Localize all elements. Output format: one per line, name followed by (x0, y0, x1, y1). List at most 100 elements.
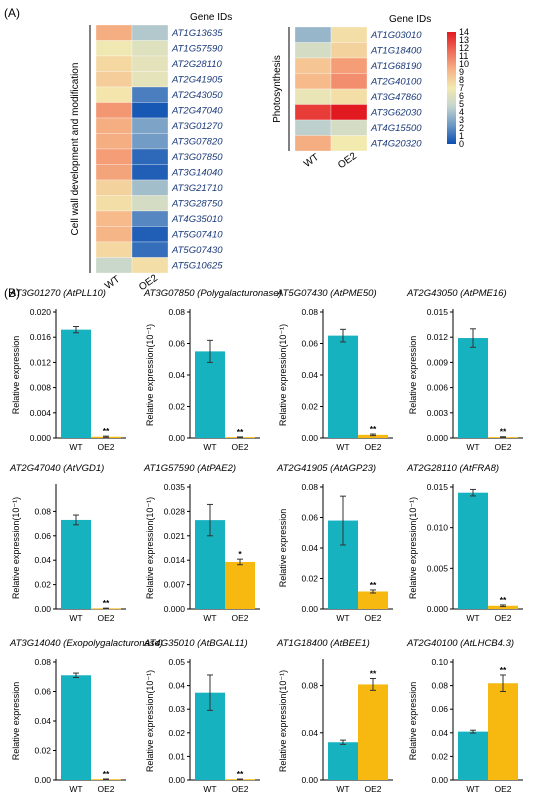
heatmap-cell (95, 241, 133, 258)
y-tick-label: 0.005 (427, 563, 449, 573)
heatmap-cell (131, 195, 169, 212)
heatmap-cell (95, 179, 133, 196)
significance-marker: ** (237, 769, 244, 779)
y-tick-label: 0.015 (427, 307, 449, 317)
x-tick-label: OE2 (494, 613, 511, 623)
bar-wt (61, 675, 91, 780)
heatmap-cell (330, 88, 368, 105)
y-axis-label: Relative expression(10⁻¹) (145, 497, 155, 599)
heatmap-cell (95, 71, 133, 88)
heatmap-column-label: OE2 (336, 150, 359, 171)
y-tick-label: 0.06 (301, 513, 318, 523)
significance-marker: ** (370, 424, 377, 434)
bar-chart-11: AT1G18400 (AtBEE1) 0.00 0.04 0.08 Relative e… (276, 638, 393, 794)
heatmap-cell (131, 86, 169, 103)
chart-title: AT4G35010 (AtBGAL11) (143, 638, 248, 649)
gene-id-label: AT5G07430 (171, 245, 223, 256)
x-tick-label: WT (203, 442, 216, 452)
gene-id-label: AT3G62030 (370, 108, 422, 119)
y-tick-label: 0.02 (301, 574, 318, 584)
x-tick-label: WT (336, 613, 349, 623)
y-tick-label: 0.06 (168, 339, 185, 349)
x-tick-label: OE2 (97, 442, 114, 452)
significance-marker: ** (103, 598, 110, 608)
heatmap-cell (131, 210, 169, 227)
bar-chart-9: AT3G14040 (Exopolygalacturonase) 0.00 0.02… (9, 638, 163, 794)
colorbar-tick-label: 5 (459, 99, 464, 109)
gene-id-label: AT2G43050 (171, 90, 223, 101)
y-tick-label: 0.01 (168, 751, 185, 761)
bar-oe2 (488, 605, 518, 609)
y-tick-label: 0.00 (301, 604, 318, 614)
heatmap-1: AT1G13635 AT1G57590 AT2G28110 AT2G41905 AT2G… (70, 12, 232, 293)
y-tick-label: 0.04 (168, 681, 185, 691)
y-axis-label: Relative expression (408, 682, 418, 761)
colorbar-tick-label: 8 (459, 75, 464, 85)
y-tick-label: 0.06 (34, 687, 51, 697)
y-tick-label: 0.08 (34, 657, 51, 667)
panel-b-label: (B) (4, 286, 20, 300)
heatmap-cell (294, 26, 332, 43)
bar-chart-5: AT2G47040 (AtVGD1) 0.00 0.02 0.04 0.06 0.08 Re… (9, 463, 126, 623)
colorbar-tick-label: 14 (459, 27, 469, 37)
x-tick-label: OE2 (494, 784, 511, 794)
y-tick-label: 0.000 (427, 433, 449, 443)
y-tick-label: 0.035 (164, 482, 186, 492)
heatmap-cell (131, 40, 169, 57)
y-tick-label: 0.020 (30, 307, 52, 317)
x-tick-label: WT (69, 784, 82, 794)
y-tick-label: 0.06 (301, 339, 318, 349)
bar-chart-4: AT2G43050 (AtPME16) 0.000 0.003 0.006 0.009 0… (406, 288, 523, 452)
y-tick-label: 0.009 (427, 357, 449, 367)
x-tick-label: WT (203, 613, 216, 623)
x-tick-label: WT (466, 784, 479, 794)
chart-title: AT1G57590 (AtPAE2) (143, 463, 236, 474)
y-tick-label: 0.04 (301, 728, 318, 738)
bar-wt (458, 338, 488, 438)
chart-title: AT3G14040 (Exopolygalacturonase) (9, 638, 163, 649)
y-tick-label: 0.04 (431, 728, 448, 738)
heatmap-cell (330, 73, 368, 90)
heatmap-cell (131, 55, 169, 72)
colorbar-tick-label: 2 (459, 123, 464, 133)
colorbar-tick-label: 7 (459, 83, 464, 93)
significance-marker: ** (500, 427, 507, 437)
colorbar-tick-label: 6 (459, 91, 464, 101)
y-tick-label: 0.02 (301, 402, 318, 412)
bar-wt (458, 731, 488, 780)
y-tick-label: 0.00 (168, 433, 185, 443)
bar-oe2 (488, 683, 518, 780)
gene-id-label: AT3G28750 (171, 199, 223, 210)
heatmap-cell (131, 164, 169, 181)
x-tick-label: WT (466, 613, 479, 623)
y-tick-label: 0.00 (431, 775, 448, 785)
heatmap-cell (330, 26, 368, 43)
x-tick-label: OE2 (97, 784, 114, 794)
y-tick-label: 0.028 (164, 506, 186, 516)
heatmap-cell (131, 71, 169, 88)
y-axis-label: Relative expression (11, 336, 21, 415)
y-tick-label: 0.000 (30, 433, 52, 443)
heatmap-cell (131, 226, 169, 243)
x-tick-label: WT (466, 442, 479, 452)
heatmap-cell (95, 117, 133, 134)
heatmap-cell (294, 73, 332, 90)
y-axis-label: Relative expression(10⁻¹) (145, 324, 155, 426)
y-tick-label: 0.007 (164, 580, 186, 590)
heatmap-panel: AT1G13635 AT1G57590 AT2G28110 AT2G41905 AT2G… (70, 12, 469, 293)
heatmap-cell (95, 102, 133, 119)
chart-title: AT2G41905 (AtAGP23) (276, 463, 376, 474)
colorbar-tick-label: 13 (459, 35, 469, 45)
y-tick-label: 0.08 (301, 681, 318, 691)
y-axis-label: Relative expression (278, 509, 288, 588)
bar-charts-panel: AT3G01270 (AtPLL10) 0.000 0.004 0.008 0.012 0… (9, 288, 523, 794)
bar-chart-8: AT2G28110 (AtFRA8) 0.000 0.005 0.010 0.015 Re… (406, 463, 523, 623)
gene-id-label: AT2G41905 (171, 75, 223, 86)
y-tick-label: 0.003 (427, 408, 449, 418)
y-tick-label: 0.08 (301, 307, 318, 317)
heatmap-cell (95, 55, 133, 72)
colorbar-tick-label: 3 (459, 115, 464, 125)
significance-marker: ** (237, 427, 244, 437)
